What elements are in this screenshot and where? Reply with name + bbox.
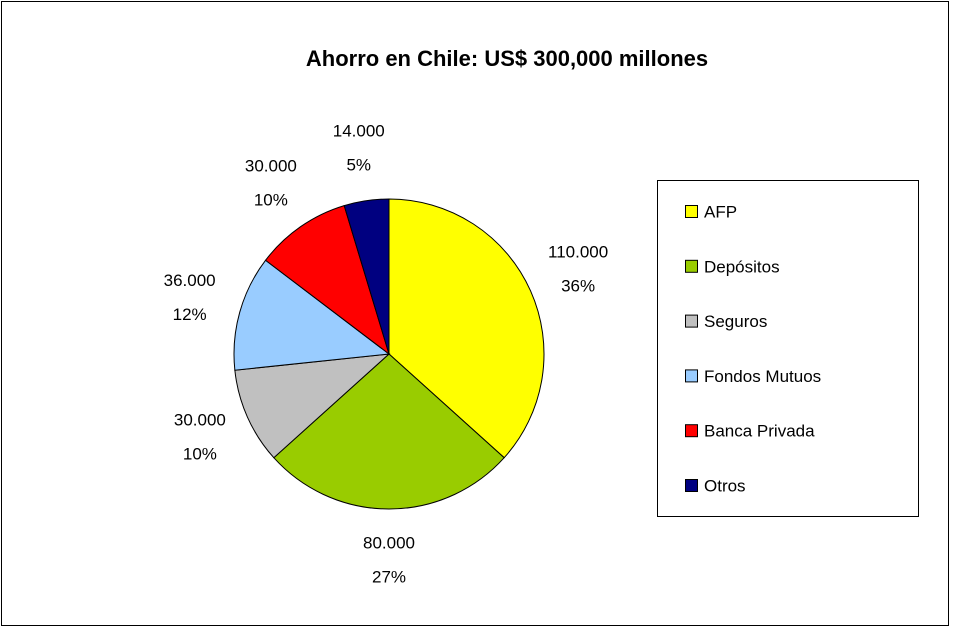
pie-slice [264, 204, 390, 356]
value-label: 30.000 [245, 157, 297, 176]
legend-label: Banca Privada [704, 422, 815, 441]
value-label: 80.000 [363, 533, 415, 552]
percent-label: 36% [561, 276, 595, 295]
legend-label: Depósitos [704, 257, 780, 276]
pie-slice [343, 198, 390, 355]
legend-swatch [685, 369, 698, 383]
legend-swatch [685, 259, 698, 273]
legend-label: Seguros [704, 312, 767, 331]
pie-slice [234, 353, 391, 459]
legend-label: Fondos Mutuos [704, 367, 821, 386]
value-label: 36.000 [164, 271, 216, 290]
legend-swatch [685, 479, 698, 492]
pie-slice [233, 259, 391, 371]
legend-swatch [685, 205, 698, 218]
percent-label: 10% [254, 191, 288, 210]
pie-slice [273, 353, 505, 510]
value-label: 14.000 [333, 122, 385, 141]
value-label: 30.000 [174, 411, 226, 430]
pie-slice [388, 198, 545, 459]
legend-label: AFP [704, 202, 737, 221]
chart-title: Ahorro en Chile: US$ 300,000 millones [306, 46, 708, 71]
value-label: 110.000 [548, 242, 608, 261]
legend-swatch [685, 314, 698, 328]
percent-label: 27% [372, 567, 406, 586]
legend-label: Otros [704, 476, 746, 495]
legend-swatch [685, 424, 698, 438]
percent-label: 5% [346, 156, 371, 175]
legend-box [657, 180, 919, 517]
percent-label: 12% [173, 305, 207, 324]
percent-label: 10% [183, 445, 217, 464]
